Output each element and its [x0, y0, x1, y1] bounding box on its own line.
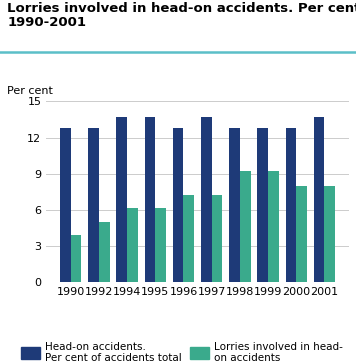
Bar — [88, 128, 99, 282]
Bar — [229, 128, 240, 282]
Bar — [183, 195, 194, 282]
Bar — [314, 117, 324, 282]
Bar — [286, 128, 296, 282]
Text: Per cent: Per cent — [7, 86, 53, 96]
Bar — [324, 186, 335, 282]
Bar — [127, 207, 138, 282]
Bar — [201, 117, 212, 282]
Bar — [71, 235, 82, 282]
Bar — [257, 128, 268, 282]
Bar — [116, 117, 127, 282]
Bar — [173, 128, 183, 282]
Bar — [99, 222, 110, 282]
Text: 1990-2001: 1990-2001 — [7, 16, 86, 29]
Bar — [212, 195, 222, 282]
Legend: Head-on accidents.
Per cent of accidents total, Lorries involved in head-
on acc: Head-on accidents. Per cent of accidents… — [21, 342, 343, 362]
Bar — [60, 128, 71, 282]
Bar — [296, 186, 307, 282]
Bar — [145, 117, 155, 282]
Bar — [240, 171, 251, 282]
Text: Lorries involved in head-on accidents. Per cent.: Lorries involved in head-on accidents. P… — [7, 2, 356, 15]
Bar — [268, 171, 279, 282]
Bar — [155, 207, 166, 282]
